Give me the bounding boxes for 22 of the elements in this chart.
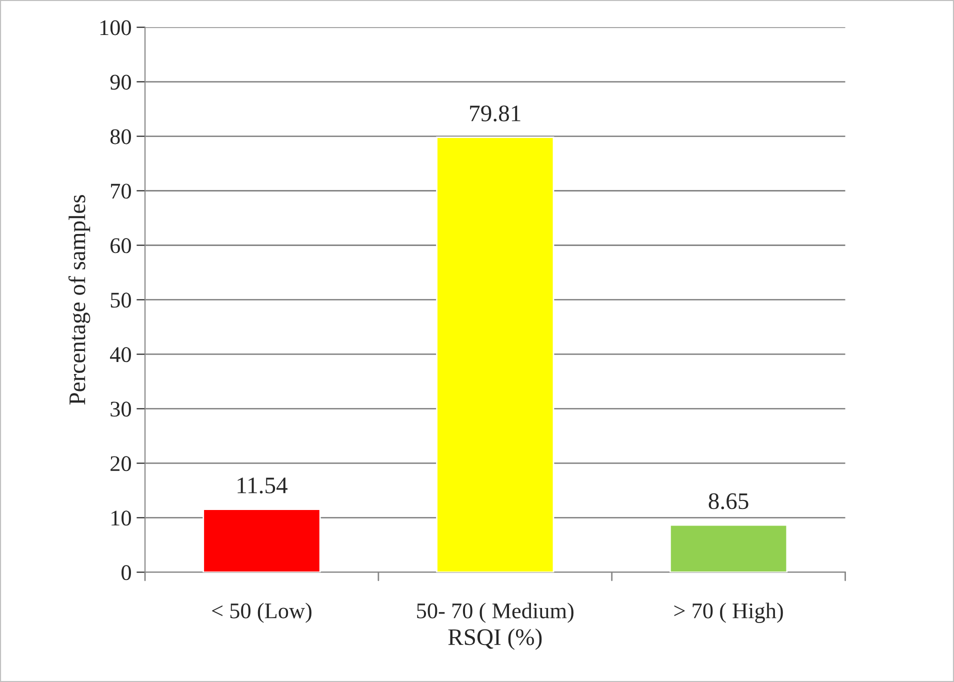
x-tick-label: 50- 70 ( Medium) bbox=[417, 602, 574, 623]
y-tick-label: 60 bbox=[110, 238, 131, 254]
y-tick-label: 0 bbox=[122, 565, 131, 580]
x-axis-title: RSQI (%) bbox=[448, 628, 542, 650]
y-tick-label: 70 bbox=[111, 184, 131, 199]
data-label: 8.65 bbox=[708, 493, 748, 510]
data-label: 11.54 bbox=[238, 478, 288, 494]
y-tick-label: 30 bbox=[110, 402, 131, 417]
bar bbox=[436, 136, 554, 572]
y-tick-label: 40 bbox=[110, 347, 131, 362]
y-tick-label: 90 bbox=[110, 74, 131, 90]
y-tick-label: 20 bbox=[110, 456, 131, 472]
data-label: 79.81 bbox=[470, 105, 520, 122]
y-tick-label: 100 bbox=[100, 20, 131, 36]
y-axis-title: Percentage of samples bbox=[68, 195, 90, 405]
y-tick-label: 80 bbox=[110, 129, 131, 144]
x-tick-label: < 50 (Low) bbox=[212, 602, 312, 623]
bar bbox=[669, 524, 788, 572]
x-tick-label: > 70 ( High) bbox=[674, 602, 783, 623]
y-tick-label: 50 bbox=[110, 292, 131, 308]
bar bbox=[202, 508, 321, 572]
y-tick-label: 10 bbox=[112, 510, 131, 526]
